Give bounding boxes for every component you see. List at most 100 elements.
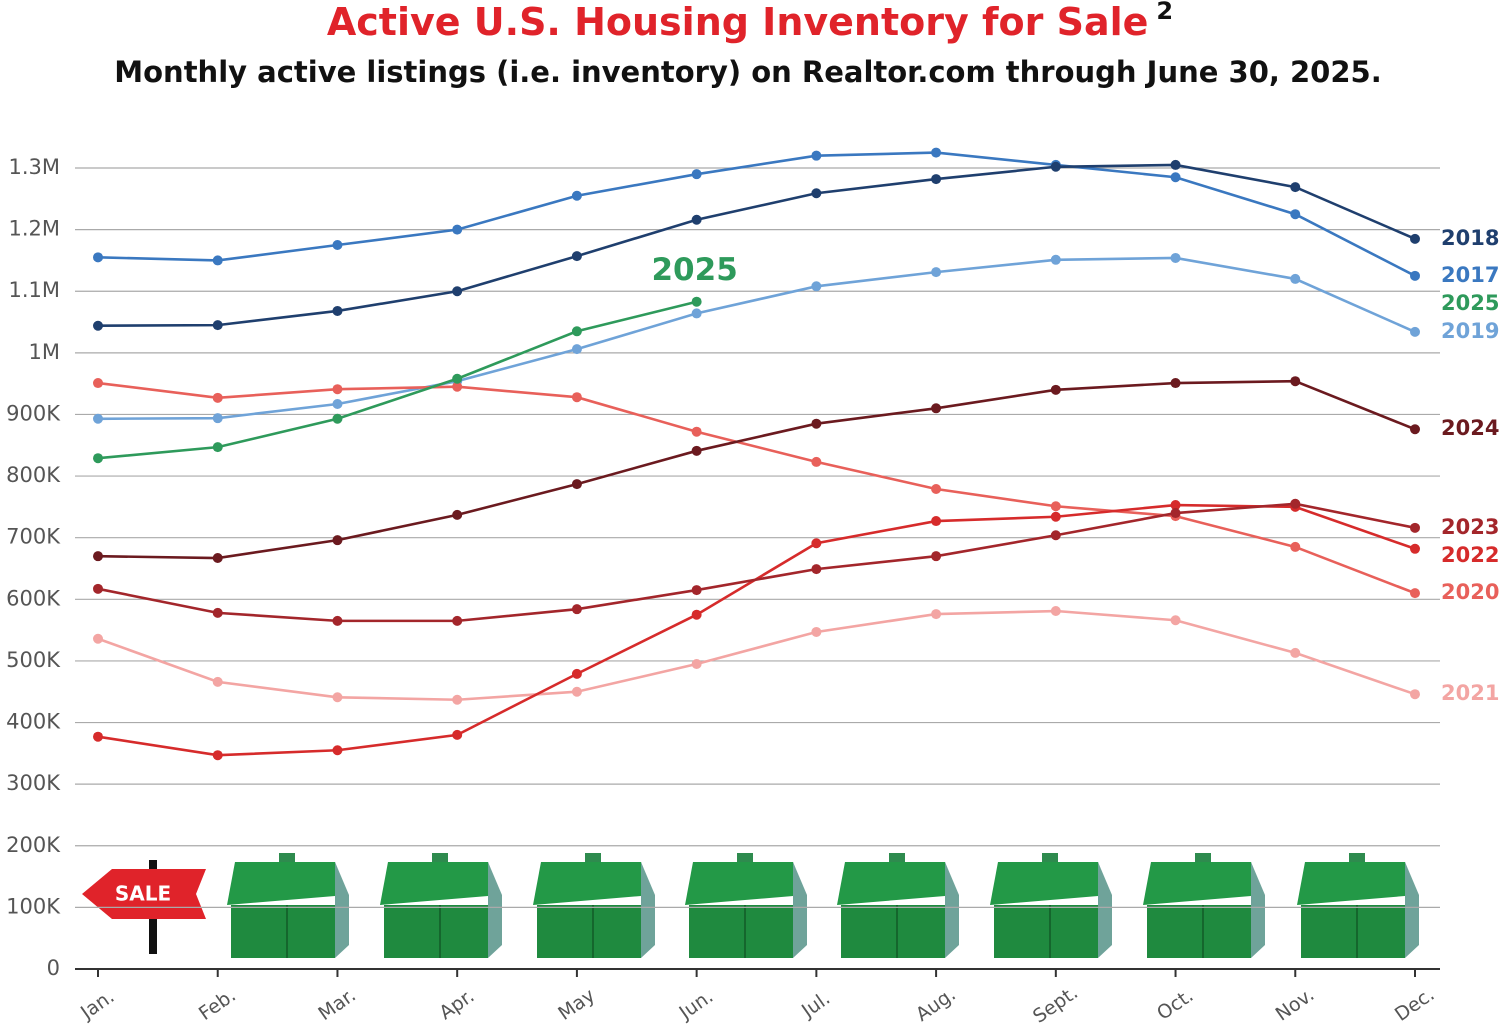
- data-point: [571, 251, 582, 262]
- data-point: [931, 551, 942, 562]
- data-point: [1290, 647, 1301, 658]
- series-line: [97, 151, 1416, 277]
- house-icon: [1297, 853, 1419, 958]
- data-point: [691, 169, 702, 180]
- data-point: [571, 190, 582, 201]
- data-point: [332, 535, 343, 546]
- data-point: [1170, 500, 1181, 511]
- house-icon: [1143, 853, 1265, 958]
- data-point: [1050, 606, 1061, 617]
- data-point: [1290, 209, 1301, 220]
- data-point: [931, 484, 942, 495]
- y-tick-label: 200K: [6, 833, 61, 857]
- data-point: [1410, 588, 1420, 599]
- data-point: [571, 392, 582, 403]
- data-point: [93, 320, 103, 331]
- y-tick-label: 600K: [6, 586, 61, 610]
- data-point: [571, 344, 582, 355]
- house-body: [537, 905, 641, 958]
- data-point: [332, 384, 343, 395]
- data-point: [452, 509, 463, 520]
- series-line: [97, 163, 1416, 328]
- data-point: [931, 403, 942, 414]
- data-point: [93, 413, 103, 424]
- chart-subtitle: Monthly active listings (i.e. inventory)…: [114, 55, 1381, 89]
- data-point: [1290, 182, 1301, 193]
- house-side: [945, 862, 959, 958]
- data-point: [811, 418, 822, 429]
- data-point: [691, 659, 702, 670]
- legend-label: 2025: [1441, 291, 1499, 315]
- house-body: [384, 905, 488, 958]
- data-point: [1170, 615, 1181, 626]
- data-point: [691, 308, 702, 319]
- house-side: [1251, 862, 1265, 958]
- data-point: [571, 604, 582, 615]
- y-tick-label: 100K: [6, 894, 61, 918]
- series-line: [97, 379, 1416, 560]
- x-tick-label: Apr.: [435, 985, 478, 1024]
- data-point: [571, 686, 582, 697]
- data-point: [811, 626, 822, 637]
- data-point: [1170, 252, 1181, 263]
- data-point: [811, 538, 822, 549]
- data-point: [1170, 159, 1181, 170]
- data-point: [931, 516, 942, 527]
- house-side: [641, 862, 655, 958]
- x-tick-label: Feb.: [195, 984, 240, 1025]
- x-tick-label: Aug.: [912, 983, 960, 1026]
- data-point: [931, 147, 942, 158]
- data-point: [1050, 530, 1061, 541]
- data-point: [1170, 508, 1181, 519]
- data-point: [1050, 384, 1061, 395]
- data-point: [452, 286, 463, 297]
- house-side: [335, 862, 349, 958]
- data-point: [1410, 522, 1420, 533]
- y-tick-label: 500K: [6, 648, 61, 672]
- data-point: [931, 174, 942, 185]
- data-point: [93, 453, 103, 464]
- chart-title: Active U.S. Housing Inventory for Sale 2: [327, 0, 1173, 44]
- data-point: [1410, 689, 1420, 700]
- house-side: [1405, 862, 1419, 958]
- house-icon: [533, 853, 655, 958]
- house-body: [689, 905, 793, 958]
- data-point: [452, 224, 463, 235]
- house-icon: [685, 853, 807, 958]
- data-point: [571, 668, 582, 679]
- house-body: [231, 905, 335, 958]
- data-point: [332, 305, 343, 316]
- house-side: [793, 862, 807, 958]
- house-roof: [990, 862, 1110, 905]
- data-point: [452, 615, 463, 626]
- legend-label: 2018: [1441, 226, 1499, 250]
- house-roof: [1297, 862, 1417, 905]
- data-point: [691, 426, 702, 437]
- house-roof: [1143, 862, 1263, 905]
- data-point: [691, 445, 702, 456]
- data-point: [811, 564, 822, 575]
- house-body: [1301, 905, 1405, 958]
- house-side: [1098, 862, 1112, 958]
- data-point: [93, 551, 103, 562]
- y-tick-label: 700K: [6, 525, 61, 549]
- legend-label: 2024: [1441, 416, 1499, 440]
- x-tick-label: Dec.: [1391, 983, 1439, 1026]
- data-point: [1290, 376, 1301, 387]
- data-point: [1410, 543, 1420, 554]
- y-tick-label: 1.3M: [8, 155, 60, 179]
- data-point: [332, 692, 343, 703]
- data-point: [332, 413, 343, 424]
- data-point: [811, 188, 822, 199]
- data-point: [93, 252, 103, 263]
- data-point: [452, 694, 463, 705]
- data-point: [811, 456, 822, 467]
- data-point: [691, 296, 702, 307]
- data-point: [691, 214, 702, 225]
- data-point: [212, 392, 223, 403]
- y-tick-label: 0: [47, 956, 60, 980]
- data-point: [1050, 511, 1061, 522]
- data-point: [571, 479, 582, 490]
- data-point: [212, 607, 223, 618]
